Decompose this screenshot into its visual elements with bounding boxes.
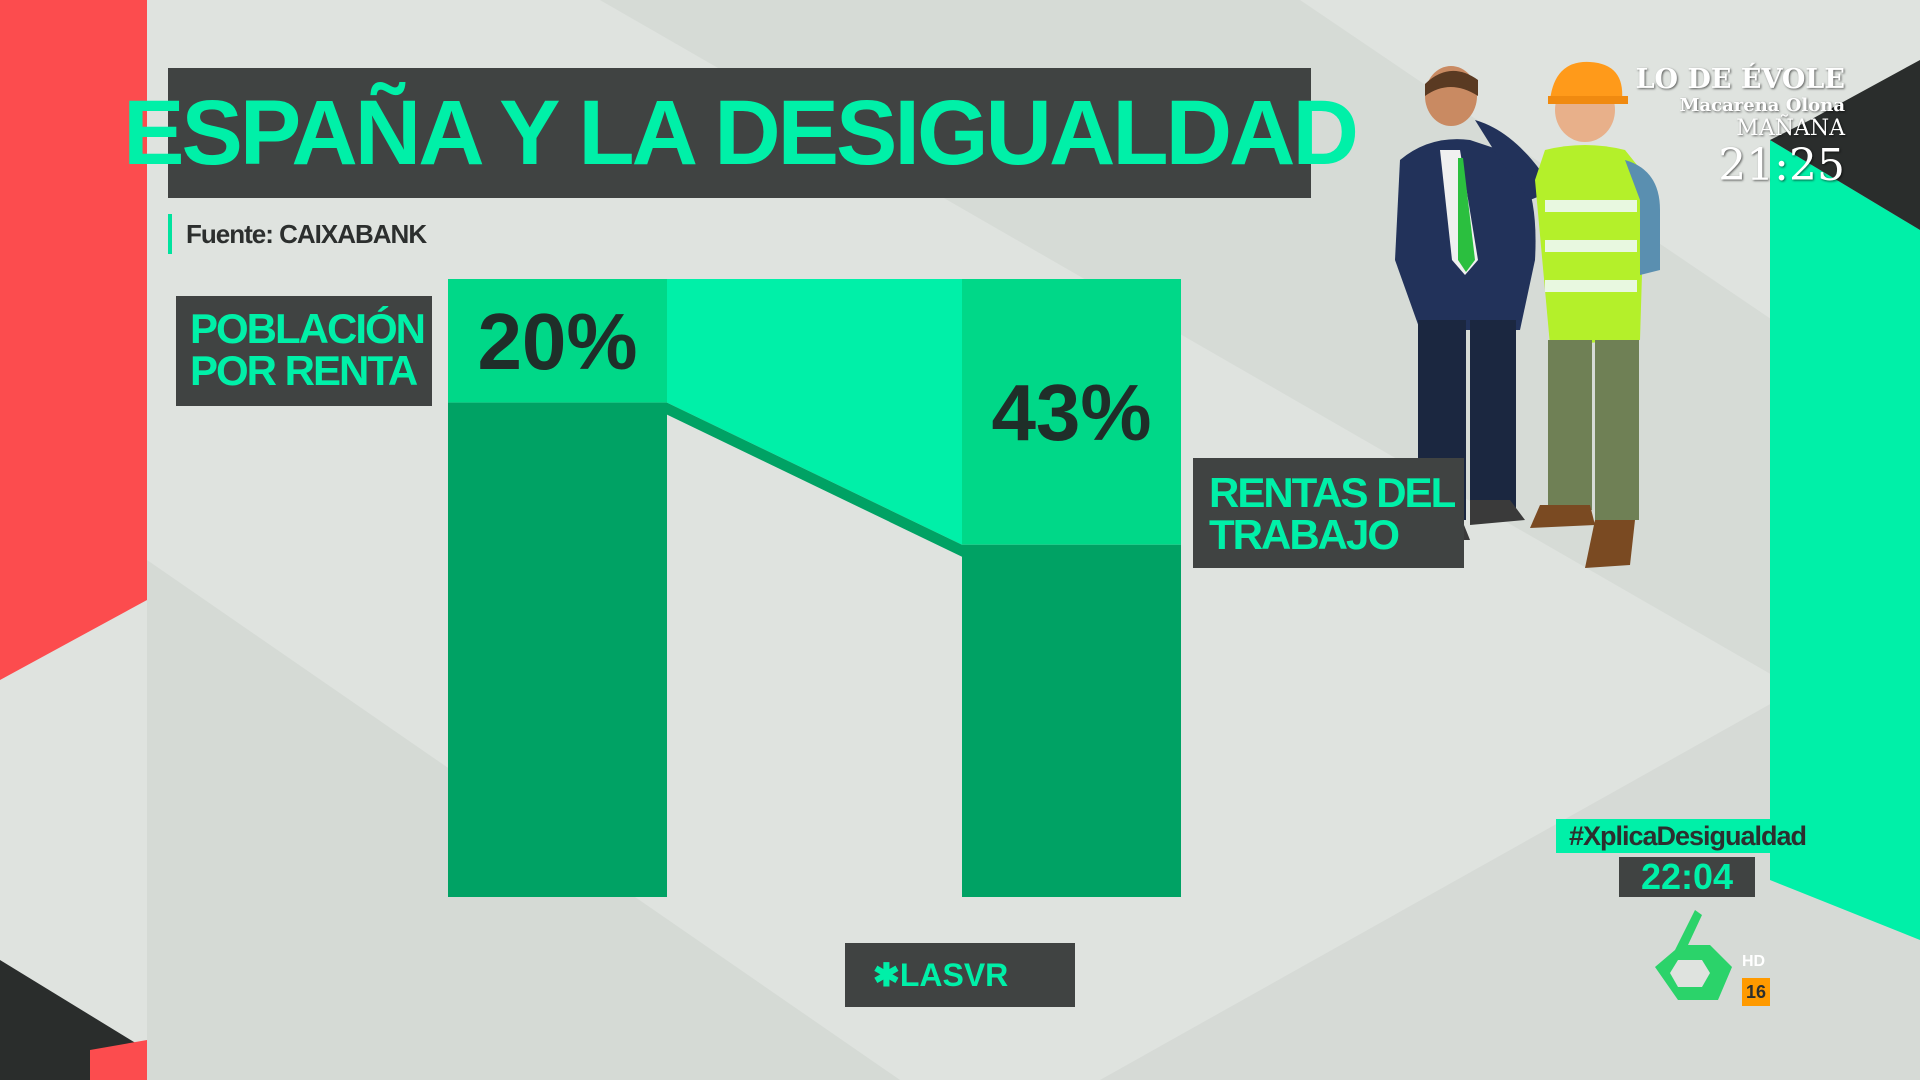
- bar-value-segment: [962, 279, 1181, 545]
- promo-day: MAÑANA: [1736, 116, 1845, 141]
- promo-show-title: LO DE ÉVOLE: [1635, 64, 1845, 95]
- source-label: Fuente: CAIXABANK: [168, 214, 427, 254]
- category-label-rentas: RENTAS DEL TRABAJO: [1193, 458, 1464, 568]
- bar-value-label: 20%: [477, 297, 637, 386]
- category-label-line: RENTAS DEL: [1209, 469, 1456, 516]
- category-label-line: TRABAJO: [1209, 511, 1400, 558]
- green-side-panel: [1770, 140, 1920, 940]
- red-panel: [0, 0, 147, 680]
- title-banner: ESPAÑA Y LA DESIGUALDAD: [123, 68, 1359, 198]
- bar-value-label: 43%: [991, 368, 1151, 457]
- hashtag-badge: #XplicaDesigualdad: [1556, 819, 1819, 853]
- promo-time: 21:25: [1718, 140, 1845, 191]
- connector-band: [667, 279, 962, 545]
- category-label-line: POR RENTA: [190, 347, 418, 394]
- bar-value-segment: [448, 279, 667, 403]
- workers-illustration-icon: [1395, 61, 1660, 568]
- connector-line: [667, 402, 962, 557]
- clock: 22:04: [1619, 856, 1755, 897]
- category-label-poblacion: POBLACIÓN POR RENTA: [176, 296, 432, 406]
- hd-badge: HD: [1742, 953, 1766, 970]
- age-rating-badge: 16: [1742, 978, 1770, 1006]
- program-promo: LO DE ÉVOLE Macarena Olona MAÑANA 21:25: [1620, 64, 1845, 190]
- program-tag: ✱LASVR: [845, 943, 1075, 1007]
- bar-remainder-segment: [448, 402, 667, 897]
- page-title: ESPAÑA Y LA DESIGUALDAD: [123, 81, 1359, 184]
- promo-guest: Macarena Olona: [1679, 95, 1845, 116]
- la-sexta-logo-icon: [1655, 910, 1732, 1000]
- bar-remainder-segment: [962, 544, 1181, 897]
- category-label-line: POBLACIÓN: [190, 305, 426, 352]
